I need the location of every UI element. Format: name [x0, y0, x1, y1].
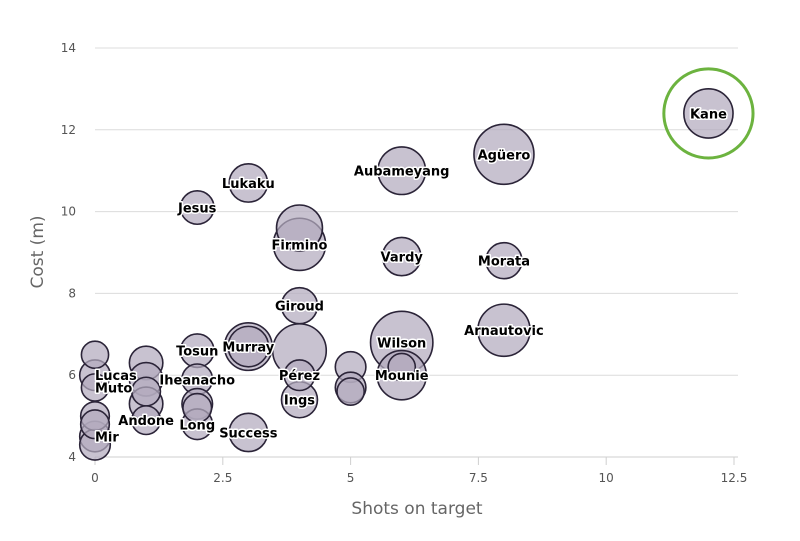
bubble-agüero[interactable] [473, 123, 535, 186]
bubble-lukaku[interactable] [228, 163, 269, 203]
bubbles [78, 88, 734, 461]
bubble-success[interactable] [228, 412, 269, 453]
x-tick-label: 0 [91, 471, 99, 485]
bubble-label: Kane [690, 107, 727, 122]
bubble-label: Muto [95, 381, 132, 396]
bubble-label: Tosun [176, 345, 218, 360]
y-tick-label: 12 [61, 123, 76, 137]
bubble-label: Ings [284, 394, 315, 409]
y-axis-title: Cost (m) [28, 215, 48, 288]
bubble[interactable] [336, 377, 365, 406]
bubble-label: Lucas [95, 369, 137, 384]
bubble-label: Mir [95, 431, 119, 446]
x-tick-label: 2.5 [213, 471, 232, 485]
bubble-label: Giroud [275, 300, 324, 315]
x-tick-label: 7.5 [469, 471, 488, 485]
bubble-label: Arnautovic [464, 324, 544, 339]
bubble-label: Long [179, 418, 215, 433]
bubble-giroud[interactable] [280, 286, 319, 325]
bubble-label: Morata [478, 255, 530, 270]
y-tick-label: 10 [61, 205, 76, 219]
bubble-label: Jesus [177, 202, 217, 217]
x-tick-label: 10 [599, 471, 614, 485]
bubble-aubameyang[interactable] [377, 146, 427, 196]
x-tick-label: 5 [347, 471, 355, 485]
bubble-label: Murray [222, 341, 274, 356]
bubble-label: Andone [118, 414, 174, 429]
y-tick-label: 14 [61, 41, 76, 55]
bubble-label: Mounie [375, 369, 429, 384]
bubble-muto[interactable] [80, 373, 110, 402]
bubble-labels: Kane Agüero Aubameyang Lukaku Jesus Firmino Va… [94, 67, 755, 447]
bubble-label: Wilson [377, 336, 426, 351]
bubble[interactable] [275, 204, 324, 252]
highlight-ring [662, 67, 755, 160]
bubble-label: Aubameyang [354, 165, 450, 180]
bubble-label: Iheanacho [159, 373, 235, 388]
x-tick-label: 12.5 [721, 471, 748, 485]
bubble-kane[interactable] [683, 88, 734, 139]
bubble-label: Vardy [381, 251, 424, 266]
bubble[interactable] [227, 325, 270, 368]
bubble-pérez[interactable] [283, 359, 316, 392]
y-tick-label: 4 [68, 450, 76, 464]
bubble-label: Success [219, 426, 278, 441]
bubble-label: Agüero [478, 148, 531, 163]
y-tick-label: 8 [68, 286, 76, 300]
bubble-arnautovic[interactable] [477, 303, 531, 358]
bubble-label: Pérez [279, 369, 320, 384]
bubble[interactable] [182, 392, 213, 424]
bubble-label: Lukaku [222, 177, 275, 192]
bubble[interactable] [79, 409, 111, 440]
bubble-morata[interactable] [485, 241, 523, 280]
bubble-label: Firmino [272, 238, 328, 253]
bubble-vardy[interactable] [381, 236, 422, 277]
bubble-andone[interactable] [131, 405, 162, 436]
bubble-jesus[interactable] [179, 189, 215, 226]
bubble[interactable] [80, 340, 110, 370]
x-axis-title: Shots on target [351, 499, 482, 519]
axes: 4 6 8 10 12 14 0 2.5 5 7.5 10 12.5 [61, 41, 748, 485]
y-tick-label: 6 [68, 368, 76, 382]
bubble[interactable] [387, 352, 417, 382]
